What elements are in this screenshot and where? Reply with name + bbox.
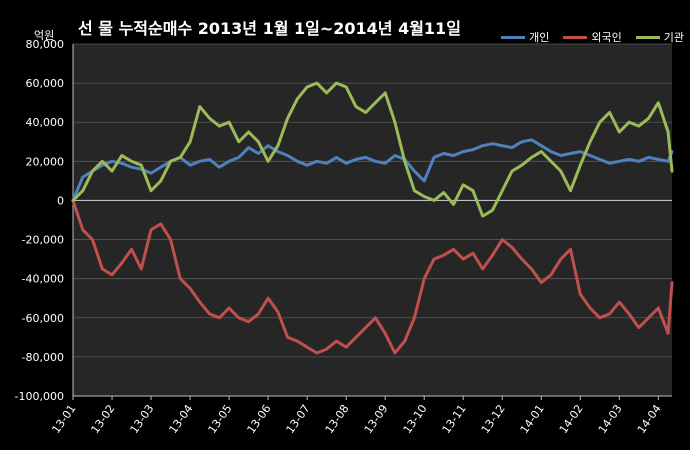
y-tick-label: -20,000 (22, 234, 64, 247)
x-tick-label: 13-12 (479, 402, 508, 436)
x-tick-label: 13-05 (206, 402, 235, 436)
y-tick-label: 40,000 (26, 116, 65, 129)
x-tick-label: 14-02 (557, 402, 586, 436)
x-tick-label: 14-04 (635, 402, 664, 436)
series-line-2 (71, 81, 674, 218)
legend-item-0: 개인 (501, 29, 549, 45)
legend: 개인 외국인 기관 (501, 29, 684, 45)
x-tick-label: 13-08 (323, 402, 352, 436)
legend-item-1: 외국인 (563, 29, 622, 45)
x-tick-label: 13-06 (245, 402, 274, 436)
legend-label-1: 외국인 (591, 31, 622, 44)
y-tick-label: -40,000 (22, 273, 64, 286)
x-tick-label: 13-02 (88, 402, 117, 436)
legend-swatch-2 (635, 35, 660, 39)
legend-label-2: 기관 (663, 31, 684, 44)
x-tick-label: 13-01 (49, 402, 78, 436)
y-tick-label: 60,000 (26, 77, 65, 90)
x-tick-label: 13-04 (167, 402, 196, 436)
y-axis-unit-label: 억원 (34, 29, 55, 42)
x-tick-label: 13-09 (362, 402, 391, 436)
x-tick-label: 14-03 (596, 402, 625, 436)
y-tick-label: 0 (57, 194, 64, 207)
y-tick-label: -80,000 (22, 351, 64, 364)
y-tick-label: -100,000 (15, 390, 64, 403)
x-tick-label: 14-01 (518, 402, 547, 436)
legend-swatch-1 (563, 35, 588, 39)
y-tick-label: 20,000 (26, 155, 65, 168)
x-tick-label: 13-03 (128, 402, 157, 436)
x-tick-label: 13-10 (401, 402, 430, 436)
y-tick-label: -60,000 (22, 312, 64, 325)
plot-background (73, 44, 672, 396)
chart-title: 선 물 누적순매수 2013년 1월 1일~2014년 4월11일 (78, 19, 461, 38)
x-tick-label: 13-11 (440, 402, 469, 436)
x-tick-label: 13-07 (284, 402, 313, 436)
legend-item-2: 기관 (635, 29, 684, 45)
series-line-1 (71, 198, 674, 355)
legend-label-0: 개인 (529, 31, 550, 44)
legend-swatch-0 (501, 35, 526, 39)
y-tick-label: 80,000 (26, 38, 65, 51)
